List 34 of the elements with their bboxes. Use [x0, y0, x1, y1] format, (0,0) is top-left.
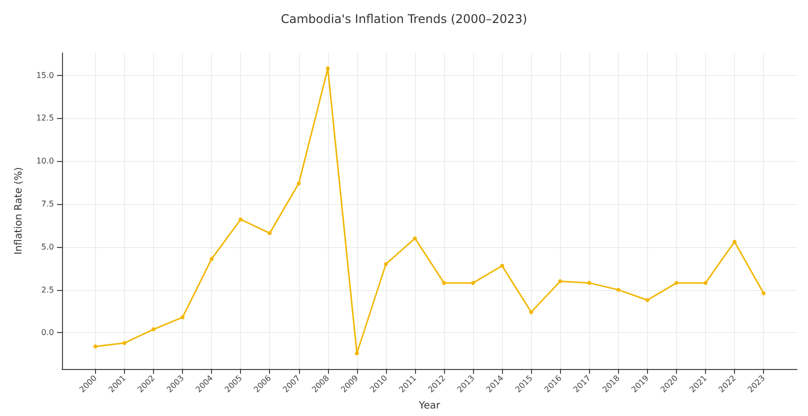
point	[471, 280, 476, 285]
chart-title: Cambodia's Inflation Trends (2000–2023)	[280, 12, 528, 26]
point	[210, 256, 214, 261]
point	[762, 291, 766, 296]
y-tick-label: 15.0	[36, 70, 54, 80]
y-tick-label: 5.0	[41, 242, 54, 252]
point	[645, 298, 650, 302]
point	[238, 217, 243, 222]
point	[674, 280, 678, 285]
point	[616, 288, 620, 292]
point	[384, 262, 388, 266]
point	[93, 344, 98, 348]
y-tick-label: 0.0	[41, 328, 54, 338]
point	[296, 181, 301, 186]
y-tick-label: 7.5	[41, 200, 54, 209]
point	[354, 351, 359, 356]
point	[500, 264, 504, 268]
y-tick-label: 10.0	[36, 156, 54, 166]
x-axis-title: Year	[418, 400, 441, 412]
point	[326, 66, 330, 70]
point	[442, 280, 446, 285]
point	[529, 310, 534, 314]
point	[558, 279, 562, 284]
y-tick-label: 2.5	[41, 285, 54, 294]
point	[412, 236, 417, 240]
point	[268, 231, 272, 236]
y-tick-label: 12.5	[36, 114, 54, 123]
point	[703, 280, 708, 285]
y-axis-title: Inflation Rate (%)	[14, 167, 24, 255]
point	[587, 280, 592, 285]
point	[122, 341, 126, 346]
point	[152, 327, 156, 332]
point	[732, 240, 737, 244]
point	[180, 315, 185, 320]
